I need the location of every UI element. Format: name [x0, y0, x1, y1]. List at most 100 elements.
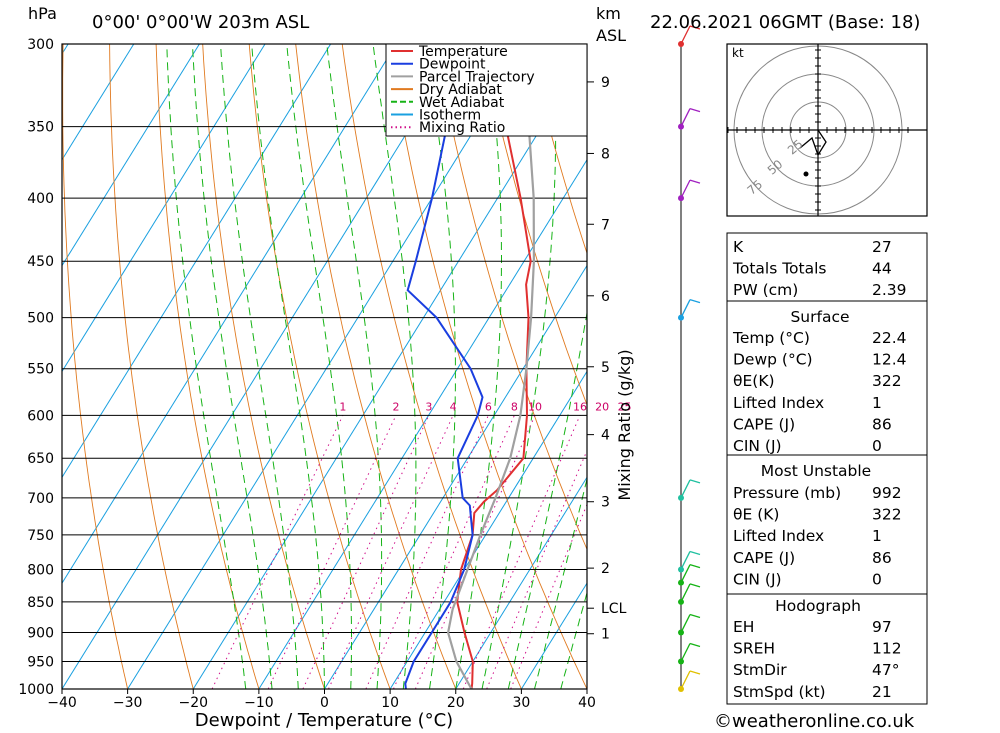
- surface-value: 322: [872, 372, 902, 390]
- surface-value: 12.4: [872, 351, 907, 369]
- surface-label: Lifted Index: [733, 394, 824, 412]
- temperature-tick-labels: −40 −30 −20 −10 0 10 20 30 40: [47, 689, 596, 711]
- wet-adiabat-line: [455, 44, 502, 689]
- hodo-label: StmSpd (kt): [733, 683, 826, 701]
- mixing-ratio-line: [462, 415, 581, 689]
- wind-barb-flag: [689, 299, 701, 304]
- wet-adiabat-line: [372, 44, 417, 689]
- km-tick-label: LCL: [601, 601, 627, 617]
- indices-table: K 27 Totals Totals 44 PW (cm) 2.39 Temp (°C) 22…: [726, 232, 928, 705]
- legend-entry: Temperature: [418, 44, 508, 60]
- isotherm-line: [389, 370, 587, 689]
- x-axis-label: Dewpoint / Temperature (°C): [195, 710, 453, 731]
- profiles: [404, 44, 536, 689]
- wind-barbs: [678, 25, 701, 692]
- pressure-tick-label: 850: [27, 595, 54, 611]
- wet-adiabat-line: [326, 44, 383, 689]
- mixing-ratio-axis-label: Mixing Ratio (g/kg): [615, 349, 634, 500]
- mu-value: 0: [872, 570, 882, 588]
- mixing-ratio-labels: 1 2 3 4 6 8 10 16 20 25: [339, 400, 631, 413]
- km-tick-label: 2: [601, 561, 610, 577]
- mu-label: θE (K): [733, 506, 779, 524]
- wind-barb-staff: [680, 551, 691, 570]
- pressure-tick-label: 300: [27, 37, 54, 53]
- mu-label: CIN (J): [733, 570, 782, 588]
- isotherm-line: [127, 44, 528, 689]
- km-tick-label: 4: [601, 428, 610, 444]
- storm-motion-dot: [803, 171, 809, 177]
- km-tick-label: 8: [601, 146, 610, 162]
- mixing-ratio-label: 25: [618, 400, 632, 413]
- mixing-ratio-label: 4: [450, 400, 457, 413]
- wet-adiabat-line: [220, 44, 299, 689]
- km-unit: km: [596, 4, 621, 23]
- hodograph-trace: [799, 129, 827, 157]
- mu-value: 86: [872, 549, 892, 567]
- mixing-ratio-label: 2: [393, 400, 400, 413]
- wind-barb-flag: [689, 583, 701, 588]
- hodograph-title: Hodograph: [775, 597, 861, 615]
- pressure-tick-label: 500: [27, 311, 54, 327]
- wet-adiabat-line: [251, 44, 325, 689]
- mixing-ratio-label: 16: [573, 400, 587, 413]
- pressure-tick-label: 650: [27, 451, 54, 467]
- location-title: 0°00' 0°00'W 203m ASL: [92, 12, 309, 33]
- pressure-tick-label: 550: [27, 362, 54, 378]
- isotherm-line: [62, 44, 135, 161]
- wind-barb-flag: [689, 670, 701, 675]
- index-label: Totals Totals: [732, 260, 826, 278]
- mu-label: Lifted Index: [733, 527, 824, 545]
- pressure-tick-label: 400: [27, 191, 54, 207]
- surface-title: Surface: [790, 308, 849, 326]
- wind-barb-flag: [689, 564, 701, 569]
- wind-barb-flag: [689, 107, 701, 113]
- wet-adiabat-line: [426, 44, 456, 689]
- x-tick-label: −40: [47, 695, 77, 711]
- pressure-tick-label: 1000: [18, 682, 54, 698]
- wind-barb-flag: [689, 550, 701, 556]
- wind-barb-staff: [680, 614, 691, 633]
- x-tick-label: 20: [447, 695, 465, 711]
- wind-barb-flag: [689, 642, 701, 648]
- isotherm-line: [62, 44, 200, 267]
- wind-barb-staff: [680, 583, 691, 603]
- legend-entry: Parcel Trajectory: [419, 69, 535, 85]
- datetime: 22.06.2021 06GMT (Base: 18): [650, 12, 920, 33]
- wind-barb-staff: [680, 670, 691, 690]
- x-tick-label: −10: [244, 695, 274, 711]
- hodo-label: EH: [733, 618, 754, 636]
- mu-label: CAPE (J): [733, 549, 795, 567]
- km-tick-label: 3: [601, 495, 610, 511]
- wind-barb-staff: [680, 564, 691, 583]
- isotherm-line: [258, 158, 587, 689]
- pressure-tick-label: 900: [27, 626, 54, 642]
- surface-value: 86: [872, 415, 892, 433]
- surface-label: CAPE (J): [733, 415, 795, 433]
- isotherm-line: [62, 44, 397, 585]
- wet-adiabat-line: [534, 476, 587, 689]
- hodo-label: StmDir: [733, 661, 787, 679]
- x-tick-label: −20: [178, 695, 208, 711]
- mu-value: 322: [872, 506, 902, 524]
- isotherm-line: [192, 52, 587, 689]
- pressure-tick-label: 450: [27, 254, 54, 270]
- pressure-tick-labels: 300 350 400 450 500 550 600 650 700 750 800 850 900 9…: [18, 37, 54, 698]
- temperature-line: [456, 44, 532, 689]
- parcel-trajectory-line: [446, 44, 536, 689]
- copyright: ©weatheronline.co.uk: [714, 711, 915, 732]
- dry-adiabat-line: [947, 44, 1000, 689]
- surface-label: Temp (°C): [732, 329, 810, 347]
- km-tick-label: 7: [601, 217, 610, 233]
- asl-unit: ASL: [596, 26, 626, 45]
- surface-label: CIN (J): [733, 437, 782, 455]
- wind-barb-staff: [680, 643, 691, 662]
- index-value: 44: [872, 260, 892, 278]
- legend-entry: Wet Adiabat: [419, 95, 505, 111]
- wet-adiabat-line: [481, 44, 557, 689]
- dry-adiabat-line: [481, 44, 587, 406]
- hodo-value: 112: [872, 640, 902, 658]
- surface-value: 22.4: [872, 329, 907, 347]
- legend-entry: Isotherm: [419, 108, 481, 124]
- km-tick-label: 9: [601, 75, 610, 91]
